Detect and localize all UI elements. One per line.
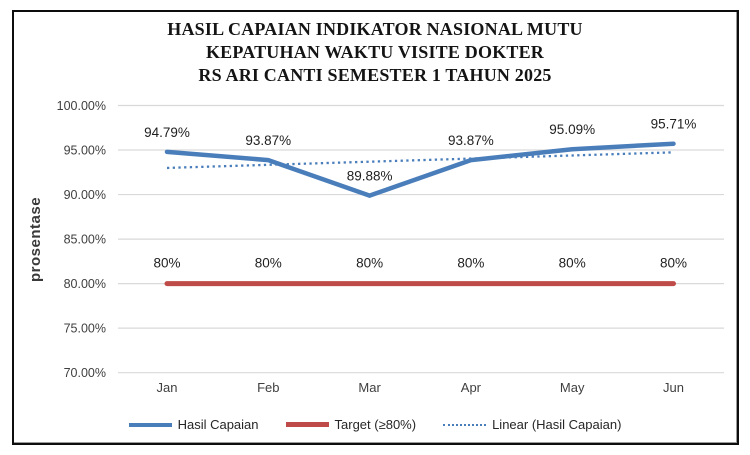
data-label: 94.79% bbox=[144, 125, 190, 140]
x-tick-label: Jan bbox=[157, 380, 178, 395]
legend-label-hasil-capaian: Hasil Capaian bbox=[177, 417, 259, 432]
x-tick-label: Jun bbox=[663, 380, 684, 395]
series-line-linear-trend bbox=[166, 151, 674, 170]
y-tick-label: 70.00% bbox=[64, 366, 106, 380]
y-tick-label: 95.00% bbox=[64, 144, 106, 158]
legend-label-target: Target (≥80%) bbox=[334, 417, 417, 432]
y-tick-label: 80.00% bbox=[64, 277, 106, 291]
chart-title-line-1: HASIL CAPAIAN INDIKATOR NASIONAL MUTU bbox=[167, 19, 583, 39]
y-tick-label: 90.00% bbox=[64, 188, 106, 202]
chart-title-line-3: RS ARI CANTI SEMESTER 1 TAHUN 2025 bbox=[198, 65, 552, 85]
data-label: 80% bbox=[153, 256, 180, 271]
chart-title-line-2: KEPATUHAN WAKTU VISITE DOKTER bbox=[205, 42, 545, 62]
x-tick-label: May bbox=[560, 380, 585, 395]
data-label: 80% bbox=[660, 256, 687, 271]
x-tick-label: Mar bbox=[358, 380, 381, 395]
x-tick-label: Feb bbox=[257, 380, 279, 395]
solid-red-line-icon bbox=[285, 422, 329, 427]
data-label: 80% bbox=[559, 256, 586, 271]
data-label: 93.87% bbox=[245, 133, 291, 148]
y-tick-label: 85.00% bbox=[64, 233, 106, 247]
data-label: 89.88% bbox=[347, 169, 393, 184]
legend-label-linear: Linear (Hasil Capaian) bbox=[492, 417, 622, 432]
data-label: 80% bbox=[457, 256, 484, 271]
chart-title: HASIL CAPAIAN INDIKATOR NASIONAL MUTU KE… bbox=[15, 18, 735, 87]
data-label: 80% bbox=[255, 256, 282, 271]
y-tick-label: 100.00% bbox=[57, 99, 106, 113]
legend-item-target: Target (≥80%) bbox=[285, 417, 417, 432]
chart-outer-border bbox=[12, 10, 739, 445]
data-label: 93.87% bbox=[448, 133, 494, 148]
series-line-hasil-capaian bbox=[164, 141, 676, 198]
solid-blue-line-icon bbox=[128, 422, 172, 427]
data-label: 95.09% bbox=[549, 122, 595, 137]
legend-item-linear: Linear (Hasil Capaian) bbox=[443, 417, 621, 432]
legend-item-hasil-capaian: Hasil Capaian bbox=[128, 417, 259, 432]
data-label: 80% bbox=[356, 256, 383, 271]
legend: Hasil Capaian Target (≥80%) Linear (Hasi… bbox=[15, 417, 735, 432]
data-label: 95.71% bbox=[651, 117, 697, 132]
dotted-blue-line-icon bbox=[443, 423, 487, 426]
y-tick-label: 75.00% bbox=[64, 322, 106, 336]
x-tick-label: Apr bbox=[461, 380, 482, 395]
